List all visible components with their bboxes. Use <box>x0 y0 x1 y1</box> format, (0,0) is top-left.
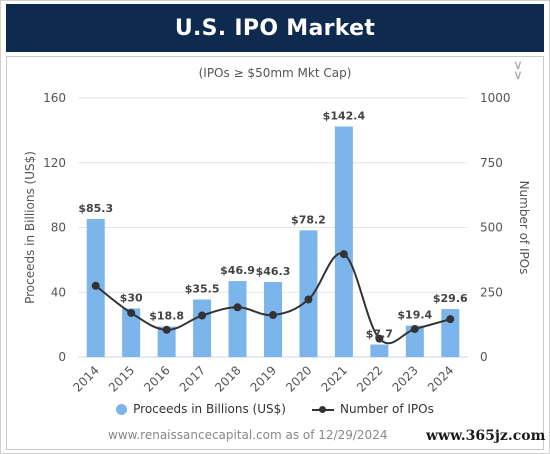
bar-data-label: $18.8 <box>149 310 184 323</box>
watermark: www.365jz.com <box>426 428 546 444</box>
title-bar: U.S. IPO Market <box>6 4 544 52</box>
bar <box>193 299 212 357</box>
ipo-count-point <box>162 325 171 334</box>
source-credit: www.renaissancecapital.com as of 12/29/2… <box>108 428 388 442</box>
ipo-count-point <box>446 315 455 324</box>
bar-data-label: $46.3 <box>256 265 291 278</box>
ipo-count-point <box>127 308 136 317</box>
x-tick-label: 2019 <box>248 363 279 394</box>
legend-marker-bar-icon <box>116 403 128 415</box>
bar-data-label: $142.4 <box>323 109 366 122</box>
y2-tick-label: 0 <box>480 350 488 364</box>
bar-data-label: $35.5 <box>185 283 220 296</box>
bar <box>157 326 176 357</box>
y-tick-label: 0 <box>58 350 66 364</box>
x-tick-label: 2018 <box>212 363 243 394</box>
ipo-count-point <box>339 250 348 259</box>
y-tick-label: 80 <box>51 221 66 235</box>
bar-data-label: $29.6 <box>433 292 468 305</box>
ipo-count-point <box>410 325 419 334</box>
y-axis-title: Proceeds in Billions (US$) <box>23 151 37 304</box>
page-title: U.S. IPO Market <box>174 15 376 41</box>
ipo-count-point <box>304 295 313 304</box>
x-tick-label: 2022 <box>354 363 385 394</box>
y2-tick-label: 1000 <box>480 91 511 105</box>
bar <box>405 325 424 357</box>
bar <box>299 230 318 357</box>
bar-data-label: $7.7 <box>366 328 393 341</box>
legend-item-ipos[interactable]: Number of IPOs <box>311 402 434 416</box>
ipo-count-point <box>269 311 277 320</box>
y-tick-label: 120 <box>43 156 66 170</box>
x-tick-label: 2020 <box>283 363 314 394</box>
bar <box>228 281 247 357</box>
bar-data-label: $46.9 <box>220 264 255 277</box>
y2-axis-title: Number of IPOs <box>517 181 531 275</box>
bar-data-label: $78.2 <box>291 213 326 226</box>
x-tick-label: 2015 <box>106 363 137 394</box>
bar <box>122 308 141 357</box>
bar <box>334 126 353 358</box>
y-tick-label: 40 <box>51 285 66 299</box>
bar-data-label: $85.3 <box>78 202 113 215</box>
x-tick-label: 2017 <box>177 363 208 394</box>
ipo-count-point <box>375 334 384 343</box>
y-tick-label: 160 <box>43 91 66 105</box>
ipo-count-point <box>91 281 100 290</box>
x-tick-label: 2016 <box>141 363 172 394</box>
y2-tick-label: 750 <box>480 156 503 170</box>
chart-panel <box>6 56 544 450</box>
ipo-count-point <box>233 303 242 312</box>
x-tick-label: 2023 <box>389 363 420 394</box>
ipo-count-point <box>198 311 207 320</box>
legend: Proceeds in Billions (US$) Number of IPO… <box>0 402 550 416</box>
bar <box>370 344 389 357</box>
x-tick-label: 2024 <box>425 363 456 394</box>
y2-tick-label: 250 <box>480 285 503 299</box>
x-tick-label: 2021 <box>319 363 350 394</box>
chart-subtitle: (IPOs ≥ $50mm Mkt Cap) <box>198 66 352 80</box>
legend-item-proceeds[interactable]: Proceeds in Billions (US$) <box>116 402 286 416</box>
x-tick-label: 2014 <box>70 363 101 394</box>
y2-tick-label: 500 <box>480 221 503 235</box>
legend-label-ipos: Number of IPOs <box>339 402 434 416</box>
bar <box>264 282 282 357</box>
bar-data-label: $19.4 <box>397 309 432 322</box>
legend-marker-line-icon <box>311 404 334 415</box>
chevron-down-icon[interactable]: ∨ ∨ <box>513 57 523 82</box>
legend-label-proceeds: Proceeds in Billions (US$) <box>133 402 286 416</box>
bar-data-label: $30 <box>120 291 143 304</box>
